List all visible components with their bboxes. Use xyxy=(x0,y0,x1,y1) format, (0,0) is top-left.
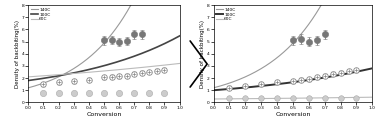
Y-axis label: Density of backbiting(%): Density of backbiting(%) xyxy=(15,20,20,88)
X-axis label: Conversion: Conversion xyxy=(275,112,311,117)
Legend: 140C, 100C, 60C: 140C, 100C, 60C xyxy=(216,7,236,22)
Point xyxy=(353,97,359,99)
Point xyxy=(242,97,248,99)
Y-axis label: Density of backbiting(%): Density of backbiting(%) xyxy=(200,20,205,88)
Point xyxy=(86,92,92,94)
Point xyxy=(338,97,344,99)
X-axis label: Conversion: Conversion xyxy=(86,112,122,117)
Point xyxy=(146,92,152,94)
Point xyxy=(101,92,107,94)
Point xyxy=(56,92,62,94)
Point xyxy=(258,97,264,99)
Point xyxy=(226,97,232,99)
Legend: 140C, 100C, 60C: 140C, 100C, 60C xyxy=(31,7,51,22)
Point xyxy=(131,92,137,94)
Point xyxy=(161,92,167,94)
Point xyxy=(322,97,328,99)
Point xyxy=(71,92,77,94)
Point xyxy=(116,92,122,94)
Point xyxy=(290,97,296,99)
Point xyxy=(306,97,312,99)
Point xyxy=(274,97,280,99)
Point xyxy=(40,92,46,94)
